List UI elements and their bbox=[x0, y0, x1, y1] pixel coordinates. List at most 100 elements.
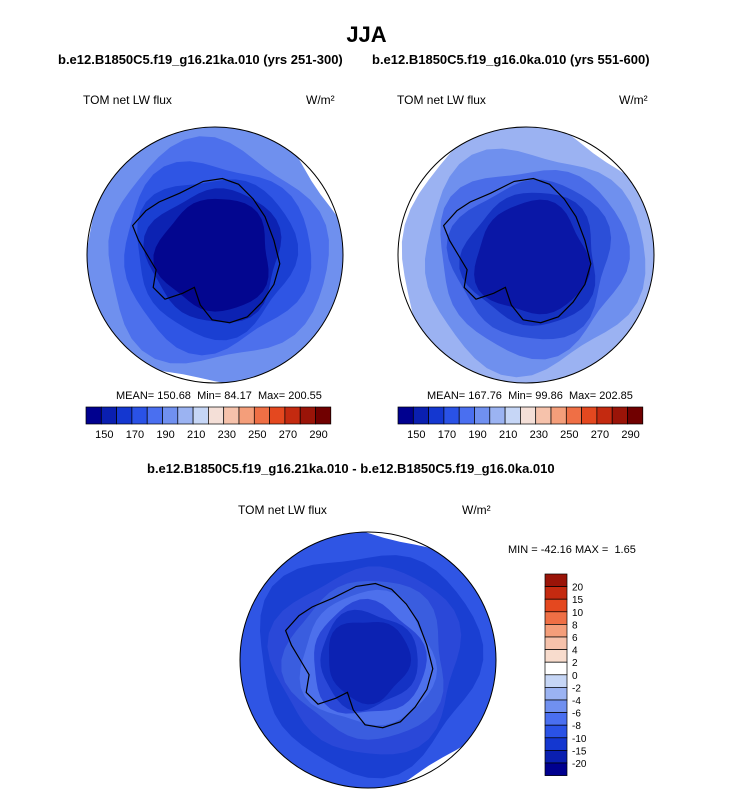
field-level-5 bbox=[153, 198, 269, 312]
field-level-5 bbox=[474, 199, 591, 315]
colorbar-box bbox=[397, 406, 414, 425]
panel-a-max: 200.55 bbox=[288, 390, 322, 402]
colorbar-box bbox=[544, 674, 568, 688]
colorbar-box bbox=[535, 406, 552, 425]
colorbar-tick-label: 210 bbox=[499, 429, 517, 441]
colorbar-tick-label: -15 bbox=[572, 746, 587, 757]
colorbar-box bbox=[208, 406, 225, 425]
panel-a-mean: 150.68 bbox=[157, 390, 191, 402]
panel-b-min: 99.86 bbox=[535, 390, 563, 402]
panel-a-min-label: Min= bbox=[197, 390, 222, 402]
colorbar-tick-label: -4 bbox=[572, 696, 581, 707]
colorbar-box bbox=[544, 624, 568, 638]
colorbar-box bbox=[269, 406, 286, 425]
colorbar-tick-label: 230 bbox=[218, 429, 236, 441]
panel-b-field-label: TOM net LW flux bbox=[397, 93, 486, 107]
colorbar-tick-label: 150 bbox=[95, 429, 113, 441]
antarctica-coastline bbox=[131, 177, 281, 324]
diff-subtitle: b.e12.B1850C5.f19_g16.21ka.010 - b.e12.B… bbox=[147, 461, 555, 476]
colorbar-tick-label: 2 bbox=[572, 658, 578, 669]
colorbar-box bbox=[544, 737, 568, 751]
colorbar-box bbox=[627, 406, 644, 425]
panel-b-max-label: Max= bbox=[568, 390, 597, 402]
colorbar-box bbox=[192, 406, 209, 425]
colorbar-box bbox=[544, 636, 568, 650]
panel-diff-max: 1.65 bbox=[614, 544, 636, 556]
panel-b-colorbar: 150 170 190 210 230 250 270 290 bbox=[397, 406, 644, 441]
panel-diff-stats: MIN = -42.16 MAX = 1.65 bbox=[508, 544, 636, 556]
panel-a-min: 84.17 bbox=[224, 390, 252, 402]
colorbar-tick-label: -10 bbox=[572, 734, 587, 745]
colorbar-tick-label: 230 bbox=[530, 429, 548, 441]
colorbar-box bbox=[596, 406, 613, 425]
colorbar-box bbox=[581, 406, 598, 425]
panel-diff-field-label: TOM net LW flux bbox=[238, 503, 327, 517]
colorbar-tick-label: -20 bbox=[572, 759, 587, 770]
colorbar-box bbox=[131, 406, 148, 425]
colorbar-box bbox=[443, 406, 460, 425]
colorbar-box bbox=[565, 406, 582, 425]
colorbar-box bbox=[315, 406, 332, 425]
colorbar-box bbox=[544, 598, 568, 613]
colorbar-box bbox=[544, 699, 568, 713]
panel-a-max-label: Max= bbox=[257, 390, 286, 402]
panel-a-map bbox=[86, 126, 344, 384]
panel-b-max: 202.85 bbox=[599, 390, 633, 402]
colorbar-tick-label: 250 bbox=[248, 429, 266, 441]
colorbar-box bbox=[284, 406, 301, 425]
colorbar-box bbox=[428, 406, 445, 425]
colorbar-tick-label: 190 bbox=[156, 429, 174, 441]
run-a-subtitle: b.e12.B1850C5.f19_g16.21ka.010 (yrs 251-… bbox=[58, 52, 343, 67]
colorbar-box bbox=[544, 573, 568, 587]
colorbar-tick-label: 4 bbox=[572, 646, 578, 657]
colorbar-box bbox=[458, 406, 475, 425]
panel-b-stats: MEAN= 167.76 Min= 99.86 Max= 202.85 bbox=[427, 390, 633, 402]
panel-a-field-label: TOM net LW flux bbox=[83, 93, 172, 107]
panel-diff-map bbox=[239, 531, 497, 789]
panel-a-mean-label: MEAN= bbox=[116, 390, 155, 402]
colorbar-box bbox=[504, 406, 521, 425]
colorbar-box bbox=[474, 406, 491, 425]
panel-b-min-label: Min= bbox=[508, 390, 533, 402]
panel-a-colorbar: 150 170 190 210 230 250 270 290 bbox=[85, 406, 332, 441]
page-title: JJA bbox=[346, 22, 387, 47]
colorbar-tick-label: 290 bbox=[309, 429, 327, 441]
colorbar-box bbox=[253, 406, 270, 425]
colorbar-tick-label: 270 bbox=[591, 429, 609, 441]
colorbar-tick-label: 270 bbox=[279, 429, 297, 441]
panel-b-units: W/m² bbox=[619, 93, 648, 107]
colorbar-tick-label: 170 bbox=[126, 429, 144, 441]
colorbar-tick-label: 8 bbox=[572, 620, 578, 631]
colorbar-box bbox=[544, 750, 568, 764]
colorbar-tick-label: 250 bbox=[560, 429, 578, 441]
colorbar-box bbox=[162, 406, 179, 425]
colorbar-box bbox=[611, 406, 628, 425]
colorbar-box bbox=[223, 406, 240, 425]
panel-diff-max-label: MAX = bbox=[574, 544, 609, 556]
colorbar-box bbox=[146, 406, 163, 425]
colorbar-tick-label: 290 bbox=[621, 429, 639, 441]
colorbar-tick-label: 15 bbox=[572, 595, 584, 606]
panel-a-stats: MEAN= 150.68 Min= 84.17 Max= 200.55 bbox=[116, 390, 322, 402]
panel-diff-min: -42.16 bbox=[540, 544, 572, 556]
colorbar-box bbox=[544, 586, 568, 600]
panel-a-units: W/m² bbox=[306, 93, 335, 107]
map-border bbox=[397, 126, 655, 384]
antarctica-coastline bbox=[442, 177, 592, 324]
colorbar-box bbox=[544, 687, 568, 701]
colorbar-box bbox=[544, 724, 568, 739]
colorbar-tick-label: 150 bbox=[407, 429, 425, 441]
colorbar-tick-label: -8 bbox=[572, 721, 581, 732]
colorbar-tick-label: 210 bbox=[187, 429, 205, 441]
panel-diff-units: W/m² bbox=[462, 503, 491, 517]
colorbar-box bbox=[177, 406, 194, 425]
colorbar-box bbox=[489, 406, 506, 425]
colorbar-tick-label: 20 bbox=[572, 583, 584, 594]
colorbar-box bbox=[544, 712, 568, 726]
colorbar-tick-label: -6 bbox=[572, 709, 581, 720]
colorbar-box bbox=[85, 406, 102, 425]
colorbar-box bbox=[544, 661, 568, 676]
colorbar-tick-label: 6 bbox=[572, 633, 578, 644]
colorbar-box bbox=[299, 406, 316, 425]
